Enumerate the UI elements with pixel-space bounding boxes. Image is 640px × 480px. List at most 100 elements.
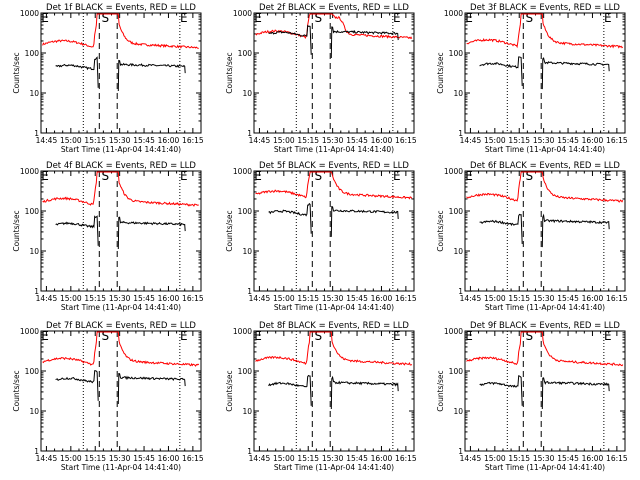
series-events-line	[55, 56, 99, 88]
x-tick-label: 16:15	[606, 294, 628, 303]
x-tick-label: 15:00	[273, 454, 295, 463]
series-lld-line	[466, 13, 624, 49]
panel-title: Det 1f BLACK = Events, RED = LLD	[46, 3, 196, 13]
y-tick-label: 100	[238, 49, 253, 58]
y-tick-label: 1000	[233, 9, 252, 18]
x-tick-label: 15:00	[484, 294, 506, 303]
interval-marker-e: E	[465, 169, 473, 183]
x-tick-label: 15:45	[346, 294, 368, 303]
y-axis-label: Counts/sec	[12, 210, 21, 251]
series-lld-line	[42, 171, 199, 207]
y-axis-label: Counts/sec	[225, 52, 234, 93]
series-events-line	[268, 202, 312, 234]
series-events-line	[117, 59, 186, 92]
plot-frame	[40, 330, 202, 452]
plot-frame	[253, 12, 415, 134]
x-tick-label: 15:30	[533, 454, 555, 463]
plot-frame	[464, 12, 626, 134]
series-lld-line	[466, 331, 624, 367]
x-tick-label: 16:15	[395, 294, 417, 303]
interval-marker-s: S	[101, 11, 109, 25]
x-tick-label: 15:45	[557, 136, 579, 145]
interval-marker-e: E	[180, 169, 188, 183]
x-tick-label: 16:15	[606, 136, 628, 145]
interval-marker-e: E	[41, 169, 49, 183]
interval-marker-e: E	[180, 11, 188, 25]
series-events-line	[479, 213, 523, 245]
x-tick-label: 16:00	[582, 454, 604, 463]
interval-marker-e: E	[393, 11, 401, 25]
series-events-line	[541, 213, 610, 248]
panel-title: Det 4f BLACK = Events, RED = LLD	[46, 161, 196, 171]
y-tick-label: 1	[247, 129, 252, 138]
x-tick-label: 14:45	[249, 454, 271, 463]
y-tick-label: 1	[34, 129, 39, 138]
x-tick-label: 16:15	[395, 454, 417, 463]
interval-marker-e: E	[180, 329, 188, 343]
x-tick-label: 14:45	[460, 454, 482, 463]
y-tick-label: 10	[242, 89, 252, 98]
interval-marker-e: E	[254, 169, 262, 183]
interval-marker-e: E	[465, 329, 473, 343]
x-tick-label: 15:30	[322, 136, 344, 145]
series-events-line	[117, 373, 186, 405]
plot-frame	[464, 330, 626, 452]
plot-frame	[464, 170, 626, 292]
x-tick-label: 15:15	[297, 454, 319, 463]
x-tick-label: 15:45	[133, 136, 155, 145]
series-events-line	[330, 375, 399, 410]
panel-title: Det 8f BLACK = Events, RED = LLD	[259, 321, 409, 331]
y-tick-label: 1	[247, 287, 252, 296]
y-axis-label: Counts/sec	[225, 210, 234, 251]
series-lld-line	[255, 13, 413, 40]
panel-3: Det 3f BLACK = Events, RED = LLD 1 10 100 10…	[436, 3, 628, 154]
y-tick-label: 100	[25, 49, 40, 58]
panel-title: Det 9f BLACK = Events, RED = LLD	[470, 321, 620, 331]
x-tick-label: 16:15	[182, 136, 204, 145]
y-tick-label: 100	[25, 207, 40, 216]
y-tick-label: 100	[238, 367, 253, 376]
interval-marker-s: S	[314, 11, 322, 25]
x-tick-label: 15:00	[60, 454, 82, 463]
x-tick-label: 15:00	[60, 294, 82, 303]
series-events-line	[268, 374, 312, 406]
x-tick-label: 16:15	[606, 454, 628, 463]
interval-marker-e: E	[41, 11, 49, 25]
interval-marker-s: S	[101, 329, 109, 343]
y-tick-label: 1	[34, 447, 39, 456]
panel-9: Det 9f BLACK = Events, RED = LLD 1 10 100 10…	[436, 321, 628, 472]
y-tick-label: 1	[458, 447, 463, 456]
x-tick-label: 14:45	[249, 136, 271, 145]
x-tick-label: 15:45	[133, 294, 155, 303]
y-tick-label: 1000	[20, 327, 39, 336]
x-axis-label: Start Time (11-Apr-04 14:41:40)	[485, 463, 605, 472]
x-tick-label: 14:45	[460, 294, 482, 303]
x-tick-label: 16:00	[371, 136, 393, 145]
x-tick-label: 15:15	[84, 454, 106, 463]
x-tick-label: 16:15	[395, 136, 417, 145]
plot-frame	[40, 170, 202, 292]
x-tick-label: 15:00	[273, 136, 295, 145]
x-tick-label: 16:00	[158, 136, 180, 145]
plot-frame	[253, 330, 415, 452]
interval-marker-s: S	[314, 329, 322, 343]
x-tick-label: 15:30	[109, 136, 131, 145]
y-tick-label: 100	[449, 367, 464, 376]
x-tick-label: 16:00	[371, 294, 393, 303]
x-tick-label: 15:30	[533, 136, 555, 145]
panel-1: Det 1f BLACK = Events, RED = LLD 1 10 100 10…	[12, 3, 204, 154]
panel-6: Det 6f BLACK = Events, RED = LLD 1 10 100 10…	[436, 161, 628, 312]
series-lld-line	[42, 331, 200, 367]
interval-marker-e: E	[41, 329, 49, 343]
x-tick-label: 16:00	[582, 294, 604, 303]
y-tick-label: 100	[238, 207, 253, 216]
x-tick-label: 14:45	[36, 136, 58, 145]
x-axis-label: Start Time (11-Apr-04 14:41:40)	[485, 303, 605, 312]
x-axis-label: Start Time (11-Apr-04 14:41:40)	[61, 463, 181, 472]
x-axis-label: Start Time (11-Apr-04 14:41:40)	[274, 145, 394, 154]
plot-frame	[40, 12, 202, 134]
series-lld-line	[255, 331, 413, 366]
x-tick-label: 16:00	[582, 136, 604, 145]
y-tick-label: 1000	[444, 9, 463, 18]
